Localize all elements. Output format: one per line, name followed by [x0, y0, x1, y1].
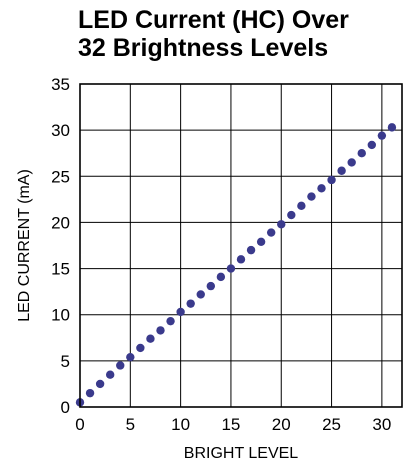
data-point [206, 281, 216, 291]
data-point [266, 228, 276, 237]
y-tick-label: 35 [51, 75, 70, 94]
data-point [95, 379, 105, 389]
y-tick-label: 25 [51, 167, 70, 186]
x-tick-label: 20 [272, 415, 291, 434]
x-axis-label: BRIGHT LEVEL [184, 445, 299, 462]
data-point [387, 123, 397, 132]
data-point [156, 326, 165, 335]
tick-labels: 0 5 10 15 20 25 30 0 5 10 15 20 25 30 35 [51, 75, 391, 434]
data-point [317, 184, 326, 193]
y-tick-label: 5 [61, 352, 70, 371]
data-point [357, 149, 366, 158]
data-point [377, 131, 387, 140]
plot-frame [79, 83, 403, 408]
data-point [277, 220, 286, 229]
data-point [116, 361, 125, 370]
x-tick-label: 15 [221, 415, 240, 434]
y-tick-label: 0 [61, 398, 70, 417]
y-tick-label: 10 [51, 306, 70, 325]
data-point [327, 175, 336, 185]
data-point [307, 192, 316, 201]
data-point [176, 307, 185, 317]
x-tick-label: 30 [372, 415, 391, 434]
x-tick-label: 0 [75, 415, 84, 434]
data-point [337, 166, 346, 175]
data-points [75, 123, 397, 407]
data-point [146, 334, 155, 343]
y-tick-label: 15 [51, 260, 70, 279]
data-point [287, 210, 296, 220]
x-tick-label: 10 [171, 415, 190, 434]
data-point [347, 158, 356, 167]
data-point [166, 316, 175, 326]
data-point [297, 201, 306, 211]
data-point [196, 290, 205, 299]
data-point [216, 272, 226, 282]
data-point [105, 370, 115, 379]
x-tick-label: 5 [126, 415, 135, 434]
chart-title-line-1: LED Current (HC) Over [78, 6, 349, 34]
chart-title: LED Current (HC) Over 32 Brightness Leve… [78, 6, 403, 62]
data-point [367, 140, 377, 150]
data-point [85, 388, 95, 398]
data-point [236, 255, 246, 264]
y-tick-label: 20 [51, 213, 70, 232]
data-point [226, 264, 236, 273]
y-tick-label: 30 [51, 121, 70, 140]
data-point [246, 245, 256, 255]
data-point [136, 343, 145, 353]
data-point [186, 299, 195, 308]
data-point [256, 237, 266, 247]
y-axis-label: LED CURRENT (mA) [16, 169, 33, 322]
x-tick-label: 25 [322, 415, 341, 434]
data-point [126, 352, 135, 362]
chart-title-line-2: 32 Brightness Levels [78, 34, 329, 62]
